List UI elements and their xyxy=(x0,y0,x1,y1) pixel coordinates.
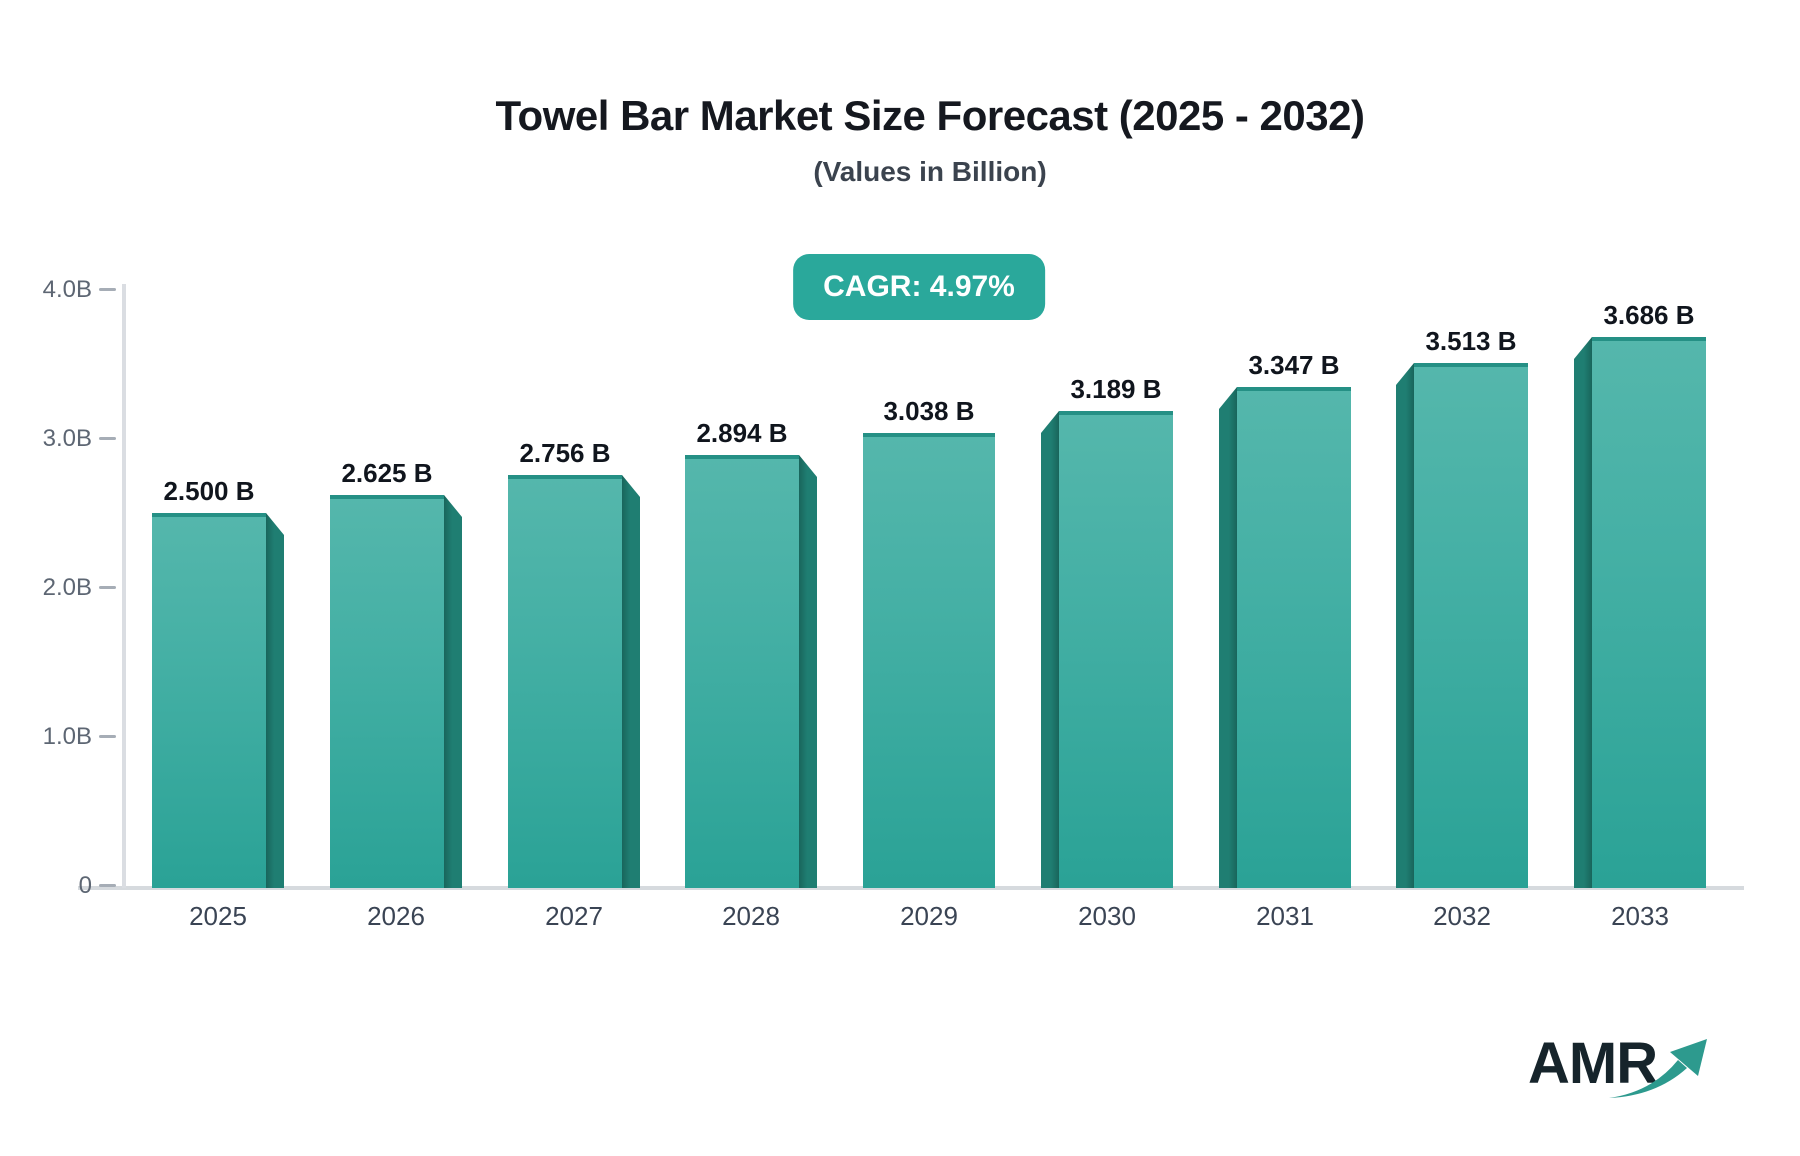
bar-side-2028 xyxy=(799,455,817,888)
bar-side-2033 xyxy=(1574,337,1592,888)
bar-value-label-2028: 2.894 B xyxy=(696,418,788,448)
chart-header: Towel Bar Market Size Forecast (2025 - 2… xyxy=(30,0,1800,188)
x-axis-label-2032: 2032 xyxy=(1433,901,1491,931)
y-tick-mark xyxy=(99,288,116,291)
x-axis-label-2027: 2027 xyxy=(545,901,603,931)
bar-value-label-2026: 2.625 B xyxy=(341,458,433,488)
bar-value-label-2029: 3.038 B xyxy=(883,396,975,426)
y-tick-mark xyxy=(99,437,116,440)
bar-top-edge xyxy=(330,495,444,499)
x-axis-label-2026: 2026 xyxy=(367,901,425,931)
bar-value-label-2031: 3.347 B xyxy=(1248,350,1340,380)
bar-2031 xyxy=(1237,387,1351,888)
x-axis-baseline xyxy=(78,886,1744,890)
x-axis-label-2028: 2028 xyxy=(722,901,780,931)
bar-value-label-2032: 3.513 B xyxy=(1425,326,1517,356)
bar-2025 xyxy=(152,513,266,888)
bar-2028 xyxy=(685,455,799,888)
amr-logo: AMR xyxy=(1528,1030,1728,1110)
bar-side-2032 xyxy=(1396,363,1414,888)
bar-top-edge xyxy=(152,513,266,517)
bar-2033 xyxy=(1592,337,1706,888)
bar-top-edge xyxy=(1592,337,1706,341)
y-tick-label: 0 xyxy=(78,872,92,899)
bar-side-2025 xyxy=(266,513,284,888)
y-tick-label: 3.0B xyxy=(42,425,92,452)
bar-top-edge xyxy=(685,455,799,459)
bar-2026 xyxy=(330,495,444,888)
bar-2030 xyxy=(1059,411,1173,888)
bar-top-edge xyxy=(1237,387,1351,391)
bar-value-label-2033: 3.686 B xyxy=(1603,300,1695,330)
x-axis-label-2029: 2029 xyxy=(900,901,958,931)
y-tick-mark xyxy=(99,735,116,738)
bar-value-label-2025: 2.500 B xyxy=(163,476,255,506)
amr-logo-text: AMR xyxy=(1528,1031,1658,1096)
growth-arrow-icon xyxy=(1609,1039,1707,1098)
bar-top-edge xyxy=(1414,363,1528,367)
x-axis-label-2025: 2025 xyxy=(189,901,247,931)
bar-top-edge xyxy=(1059,411,1173,415)
x-axis-label-2030: 2030 xyxy=(1078,901,1136,931)
y-tick-mark xyxy=(99,884,116,887)
y-tick-label: 4.0B xyxy=(42,276,92,303)
bar-2027 xyxy=(508,475,622,888)
chart-subtitle: (Values in Billion) xyxy=(813,156,1047,187)
bar-2032 xyxy=(1414,363,1528,888)
x-axis-label-2031: 2031 xyxy=(1256,901,1314,931)
y-tick-label: 1.0B xyxy=(42,723,92,750)
y-tick-label: 2.0B xyxy=(42,574,92,601)
bar-side-2031 xyxy=(1219,387,1237,888)
bar-value-label-2027: 2.756 B xyxy=(519,438,611,468)
chart-title: Towel Bar Market Size Forecast (2025 - 2… xyxy=(495,92,1365,139)
y-axis-line xyxy=(122,284,126,888)
bar-top-edge xyxy=(863,433,995,437)
bar-top-edge xyxy=(508,475,622,479)
x-axis-label-2033: 2033 xyxy=(1611,901,1669,931)
y-tick-mark xyxy=(99,586,116,589)
bar-side-2030 xyxy=(1041,411,1059,888)
bar-value-label-2030: 3.189 B xyxy=(1070,374,1162,404)
bar-side-2026 xyxy=(444,495,462,888)
bar-side-2027 xyxy=(622,475,640,888)
bar-2029 xyxy=(863,433,995,888)
cagr-badge: CAGR: 4.97% xyxy=(793,254,1045,320)
